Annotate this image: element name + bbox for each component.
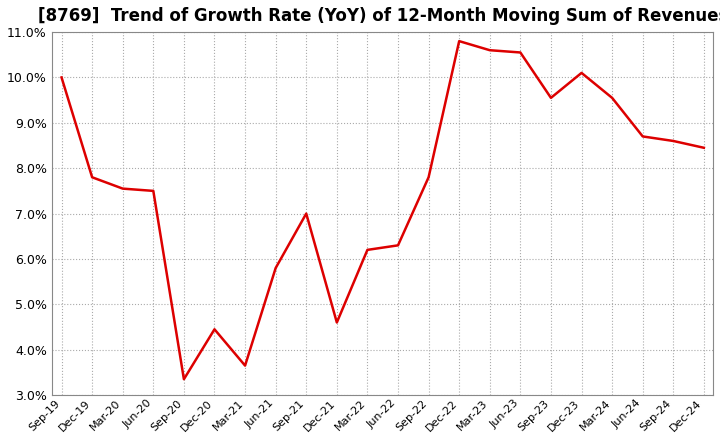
Title: [8769]  Trend of Growth Rate (YoY) of 12-Month Moving Sum of Revenues: [8769] Trend of Growth Rate (YoY) of 12-… <box>37 7 720 25</box>
